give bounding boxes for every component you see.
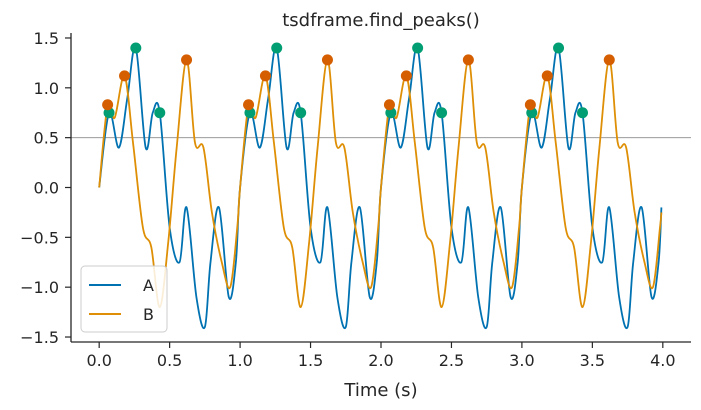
peak-marker-b [181, 54, 193, 66]
peak-marker-b [102, 99, 114, 111]
peak-marker-a [436, 107, 448, 119]
x-tick-label: 1.0 [227, 351, 252, 370]
peak-marker-b [462, 54, 474, 66]
axes: 0.0 0.5 1.0 1.5 2.0 2.5 3.0 3.5 4.0 −1.5 −1.0 −0.5 0… [20, 29, 691, 370]
plot-area [71, 42, 691, 330]
x-tick-label: 1.5 [298, 351, 323, 370]
series-line-b [98, 59, 663, 309]
peak-marker-b [119, 70, 131, 82]
legend-box [80, 265, 168, 333]
y-tick-label: 1.5 [34, 29, 59, 48]
y-tick-label: −0.5 [20, 228, 59, 247]
y-tick-label: 1.0 [34, 79, 59, 98]
peak-marker-b [259, 70, 271, 82]
y-tick-label: 0.5 [34, 129, 59, 148]
peak-marker-a [271, 42, 283, 54]
peak-marker-a [295, 107, 307, 119]
x-tick-label: 4.0 [650, 351, 675, 370]
peak-marker-b [541, 70, 553, 82]
peak-marker-a [412, 42, 424, 54]
x-tick-label: 3.5 [580, 351, 605, 370]
peak-marker-b [603, 54, 615, 66]
peak-marker-a [154, 107, 166, 119]
y-tick-label: −1.5 [20, 328, 59, 347]
peak-marker-a [130, 42, 142, 54]
x-tick-label: 3.0 [509, 351, 534, 370]
peak-marker-a [553, 42, 565, 54]
peak-marker-b [524, 99, 536, 111]
x-tick-label: 2.5 [439, 351, 464, 370]
peak-marker-b [321, 54, 333, 66]
peak-marker-b [383, 99, 395, 111]
peak-marker-b [243, 99, 255, 111]
x-tick-label: 0.5 [157, 351, 182, 370]
legend-label-b: B [143, 305, 154, 324]
peak-marker-a [577, 107, 588, 119]
x-tick-label: 2.0 [368, 351, 393, 370]
y-tick-label: 0.0 [34, 179, 59, 198]
peak-marker-b [400, 70, 412, 82]
legend-label-a: A [143, 276, 154, 295]
legend: AB [80, 265, 168, 333]
x-tick-label: 0.0 [86, 351, 111, 370]
x-axis-title: Time (s) [343, 380, 417, 401]
chart-title: tsdframe.find_peaks() [282, 10, 480, 31]
y-tick-label: −1.0 [20, 278, 59, 297]
